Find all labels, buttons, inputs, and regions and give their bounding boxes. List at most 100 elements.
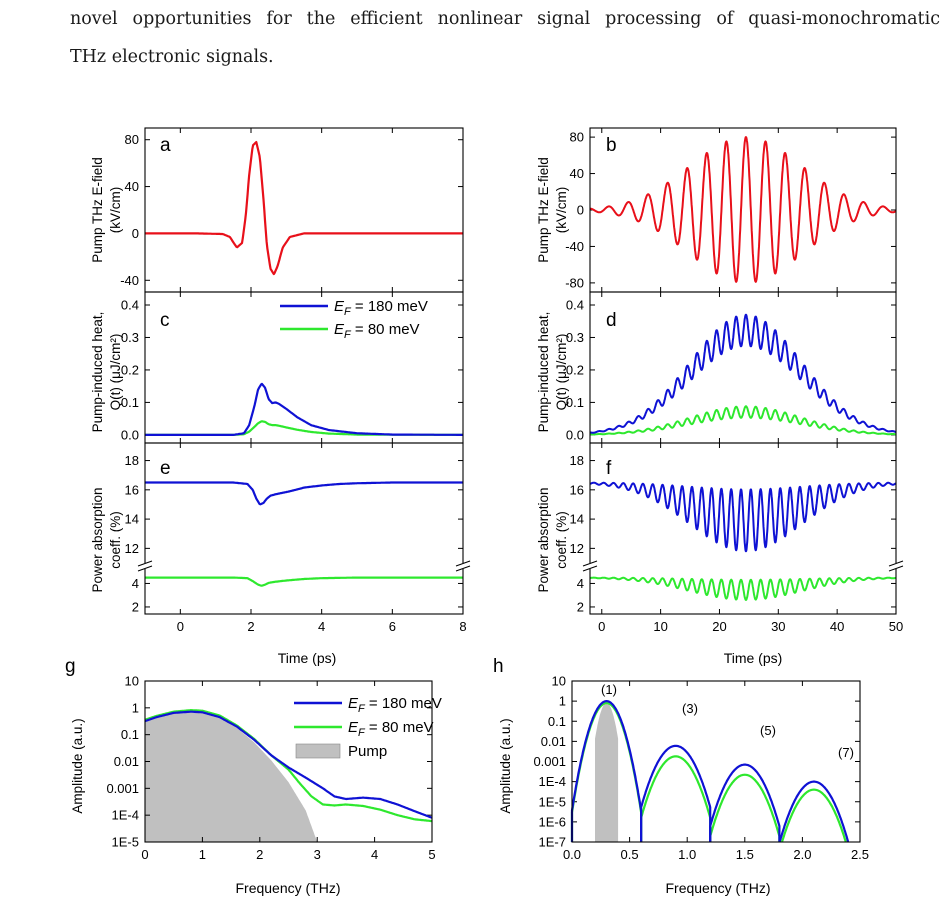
ytick-label-g: 0.01 (114, 754, 139, 769)
xtick-label-e: 8 (459, 619, 466, 634)
axis-break-gap-e (139, 563, 151, 569)
panel-label-g: g (65, 656, 76, 677)
series-line-180meV-h (570, 700, 643, 842)
legend-c-label-180: EF = 180 meV (334, 298, 428, 318)
series-line-180meV-h (709, 763, 781, 842)
ytick-label-d: 0.4 (566, 297, 584, 312)
legend-g-label-pump: Pump (348, 743, 387, 760)
panel-label-e: e (160, 458, 171, 479)
ytick-label-h: 0.001 (533, 754, 566, 769)
ytick-label-d: 0.0 (566, 427, 584, 442)
plot-frame-h (571, 680, 861, 843)
ylabel-f-line1: Power absorption (536, 487, 551, 592)
ytick-label-b: 80 (570, 130, 584, 145)
ytick-label-a: 0 (132, 226, 139, 241)
series-line-180meV-h (778, 780, 849, 843)
xtick-label-g: 1 (199, 847, 206, 862)
ytick-label-f: 12 (570, 541, 584, 556)
xlabel-g: Frequency (THz) (235, 880, 340, 896)
ylabel-b-line2: (kV/cm) (554, 187, 569, 234)
xlabel-f: Time (ps) (724, 650, 783, 666)
xtick-label-h: 1.5 (736, 847, 754, 862)
annotation-harmonic-7: (7) (838, 745, 854, 760)
ytick-label-f: 4 (577, 576, 584, 591)
ytick-label-c: 0.1 (121, 395, 139, 410)
plot-frame-a (144, 127, 464, 293)
ylabel-c-line2: Q(t) (μJ/cm²) (108, 334, 123, 411)
panel-label-f: f (606, 458, 612, 479)
legend-c: EF = 180 meV EF = 80 meV (280, 298, 428, 341)
series-line-80meV-e (144, 576, 464, 587)
ytick-label-b: -80 (565, 275, 584, 290)
ylabel-f-line2: coeff. (%) (554, 511, 569, 569)
ylabel-a-line1: Pump THz E-field (90, 157, 105, 263)
axis-break-mark-f (888, 560, 904, 567)
series-line-80meV-h (781, 788, 847, 843)
ytick-label-a: 80 (125, 132, 139, 147)
xtick-label-h: 1.0 (678, 847, 696, 862)
xtick-label-e: 6 (389, 619, 396, 634)
ylabel-a-line2: (kV/cm) (108, 187, 123, 234)
ytick-label-h: 1E-4 (539, 774, 566, 789)
ylabel-d-line2: Q(t) (μJ/cm²) (554, 334, 569, 411)
ytick-label-b: -40 (565, 239, 584, 254)
xtick-label-e: 4 (318, 619, 325, 634)
ytick-label-h: 0.1 (548, 714, 566, 729)
series-line-80meV-c (144, 420, 464, 436)
legend-g-label-180: EF = 180 meV (348, 695, 442, 715)
panel-label-d: d (606, 310, 617, 331)
series-line-80meV-h (709, 773, 781, 842)
series-line-180meV-c (144, 382, 464, 436)
ytick-label-g: 1 (132, 700, 139, 715)
ytick-label-c: 0.4 (121, 297, 139, 312)
plot-frame-e (144, 442, 464, 615)
paper-text: novel opportunities for the efficient no… (70, 0, 940, 76)
xtick-label-f: 40 (830, 619, 844, 634)
xtick-label-g: 4 (371, 847, 378, 862)
ylabel-b-line1: Pump THz E-field (536, 157, 551, 263)
xtick-label-f: 30 (771, 619, 785, 634)
ylabel-c-line1: Pump-induced heat, (90, 312, 105, 433)
axis-break-mark-e (455, 560, 471, 567)
series-line-pump-field-b (589, 136, 897, 283)
ylabel-d-line1: Pump-induced heat, (536, 312, 551, 433)
axis-break-mark-e (455, 565, 471, 572)
axis-break-gap-f (584, 563, 596, 569)
xtick-label-g: 2 (256, 847, 263, 862)
legend-c-label-80: EF = 80 meV (334, 321, 420, 341)
ytick-label-h: 0.01 (541, 734, 566, 749)
plot-frame-g (144, 680, 433, 843)
ytick-label-f: 2 (577, 599, 584, 614)
series-line-80meV-d (589, 405, 897, 436)
legend-g-label-80: EF = 80 meV (348, 719, 434, 739)
panel-label-a: a (160, 135, 171, 156)
xtick-label-g: 5 (428, 847, 435, 862)
legend-g-swatch-pump (295, 743, 341, 759)
legend-g: EF = 180 meV EF = 80 meV Pump (294, 695, 442, 760)
xlabel-h: Frequency (THz) (665, 880, 770, 896)
ylabel-e-line2: coeff. (%) (108, 511, 123, 569)
xtick-label-h: 0.5 (621, 847, 639, 862)
series-line-180meV-h (640, 744, 712, 842)
axis-break-mark-f (888, 565, 904, 572)
xtick-label-e: 2 (247, 619, 254, 634)
ylabel-h: Amplitude (a.u.) (498, 718, 513, 813)
annotation-harmonic-3: (3) (682, 701, 698, 716)
ytick-label-c: 0.0 (121, 427, 139, 442)
xtick-label-h: 2.0 (793, 847, 811, 862)
axis-break-mark-f (582, 565, 598, 572)
ytick-label-d: 0.2 (566, 362, 584, 377)
ytick-label-e: 18 (125, 453, 139, 468)
ytick-label-h: 1 (559, 694, 566, 709)
ytick-label-g: 0.1 (121, 727, 139, 742)
ylabel-e-line1: Power absorption (90, 487, 105, 592)
ytick-label-h: 1E-5 (539, 794, 566, 809)
ytick-label-h: 10 (552, 674, 566, 689)
ytick-label-g: 1E-5 (112, 835, 139, 850)
ytick-label-b: 40 (570, 166, 584, 181)
series-line-80meV-g (144, 709, 433, 823)
xtick-label-g: 0 (141, 847, 148, 862)
axis-break-mark-f (582, 560, 598, 567)
ytick-label-c: 0.3 (121, 330, 139, 345)
